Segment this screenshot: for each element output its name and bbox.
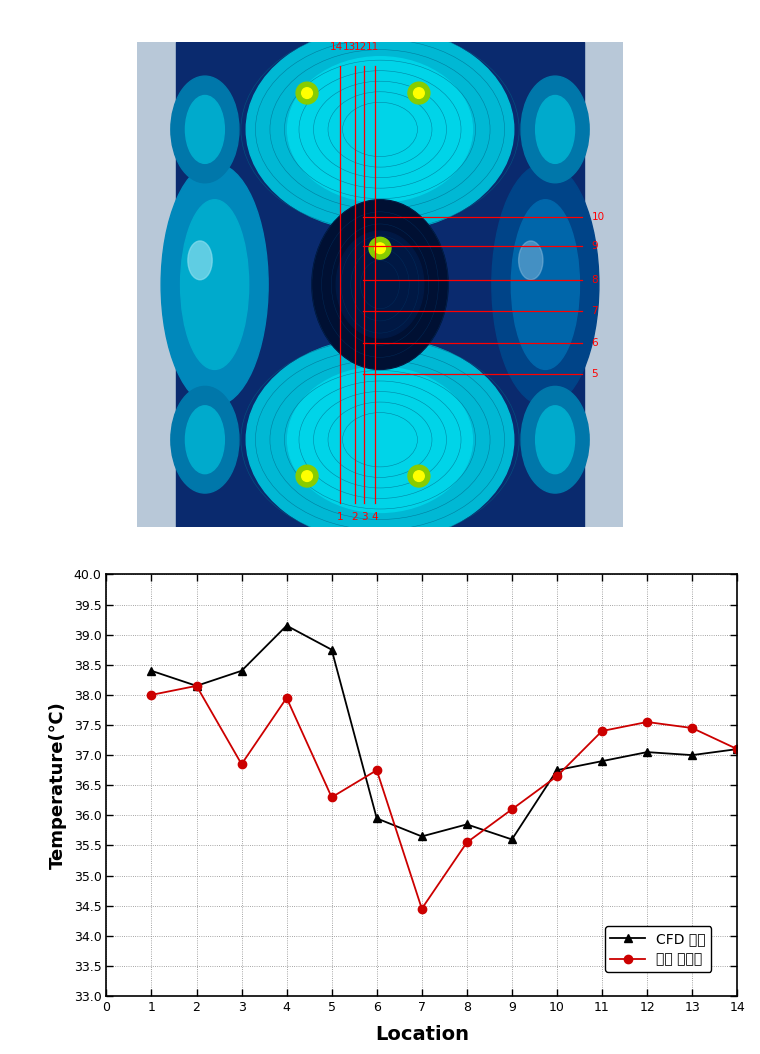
CFD 해석 <box>462 818 471 831</box>
CFD 해석 <box>327 643 336 656</box>
Ellipse shape <box>336 231 424 338</box>
CFD 해석 <box>282 620 291 632</box>
Ellipse shape <box>246 338 514 542</box>
Text: 9: 9 <box>591 240 598 251</box>
실험 측정값 <box>372 764 382 777</box>
Ellipse shape <box>492 163 599 406</box>
CFD 해석 <box>237 664 246 677</box>
Text: 4: 4 <box>372 512 378 522</box>
Ellipse shape <box>171 76 239 182</box>
Ellipse shape <box>413 87 424 98</box>
CFD 해석 <box>417 831 426 843</box>
CFD 해석 <box>688 748 697 761</box>
실험 측정값 <box>462 836 471 848</box>
실험 측정값 <box>237 758 246 770</box>
CFD 해석 <box>553 764 562 777</box>
실험 측정값 <box>327 790 336 803</box>
Bar <box>137 42 176 527</box>
실험 측정값 <box>553 769 562 782</box>
Ellipse shape <box>521 387 589 493</box>
CFD 해석 <box>597 755 606 767</box>
Text: 6: 6 <box>591 337 598 348</box>
실험 측정값 <box>508 803 517 816</box>
Text: 13: 13 <box>344 42 356 52</box>
Ellipse shape <box>181 200 249 370</box>
Ellipse shape <box>369 237 391 259</box>
CFD 해석 <box>372 812 382 824</box>
Ellipse shape <box>511 200 579 370</box>
실험 측정값 <box>282 691 291 704</box>
CFD 해석 <box>508 833 517 845</box>
Ellipse shape <box>302 87 312 98</box>
Ellipse shape <box>161 163 268 406</box>
Ellipse shape <box>518 241 543 279</box>
X-axis label: Location: Location <box>375 1024 469 1045</box>
실험 측정값 <box>688 722 697 735</box>
Text: 10: 10 <box>591 212 605 221</box>
Ellipse shape <box>302 471 312 482</box>
Text: 7: 7 <box>591 307 598 316</box>
Text: 12: 12 <box>354 42 367 52</box>
Ellipse shape <box>536 406 575 473</box>
CFD 해석 <box>733 743 742 756</box>
Text: 3: 3 <box>361 512 368 522</box>
CFD 해석 <box>642 746 651 759</box>
Ellipse shape <box>408 82 430 104</box>
Text: 5: 5 <box>591 369 598 379</box>
Ellipse shape <box>375 242 385 254</box>
CFD 해석 <box>192 680 201 692</box>
Text: 1: 1 <box>337 512 344 522</box>
실험 측정값 <box>417 902 426 915</box>
Ellipse shape <box>296 465 318 487</box>
실험 측정값 <box>733 743 742 756</box>
Ellipse shape <box>536 96 575 163</box>
실험 측정값 <box>597 725 606 738</box>
Ellipse shape <box>188 241 212 279</box>
Ellipse shape <box>312 200 448 370</box>
Ellipse shape <box>185 96 224 163</box>
Text: 8: 8 <box>591 275 598 285</box>
Bar <box>584 42 623 527</box>
Bar <box>176 42 584 527</box>
Legend: CFD 해석, 실험 측정값: CFD 해석, 실험 측정값 <box>605 926 711 972</box>
실험 측정값 <box>642 716 651 728</box>
실험 측정값 <box>147 688 156 701</box>
Text: 11: 11 <box>366 42 378 52</box>
Ellipse shape <box>287 57 473 202</box>
Ellipse shape <box>413 471 424 482</box>
Line: CFD 해석: CFD 해석 <box>147 622 741 843</box>
Ellipse shape <box>171 387 239 493</box>
Y-axis label: Temperature(℃): Temperature(℃) <box>49 701 67 870</box>
Ellipse shape <box>246 27 514 231</box>
Ellipse shape <box>185 406 224 473</box>
CFD 해석 <box>147 664 156 677</box>
Line: 실험 측정값: 실험 측정값 <box>147 682 741 913</box>
Ellipse shape <box>296 82 318 104</box>
Ellipse shape <box>521 76 589 182</box>
Text: 14: 14 <box>330 42 343 52</box>
Ellipse shape <box>408 465 430 487</box>
실험 측정값 <box>192 680 201 692</box>
Ellipse shape <box>287 367 473 512</box>
Text: 2: 2 <box>351 512 358 522</box>
